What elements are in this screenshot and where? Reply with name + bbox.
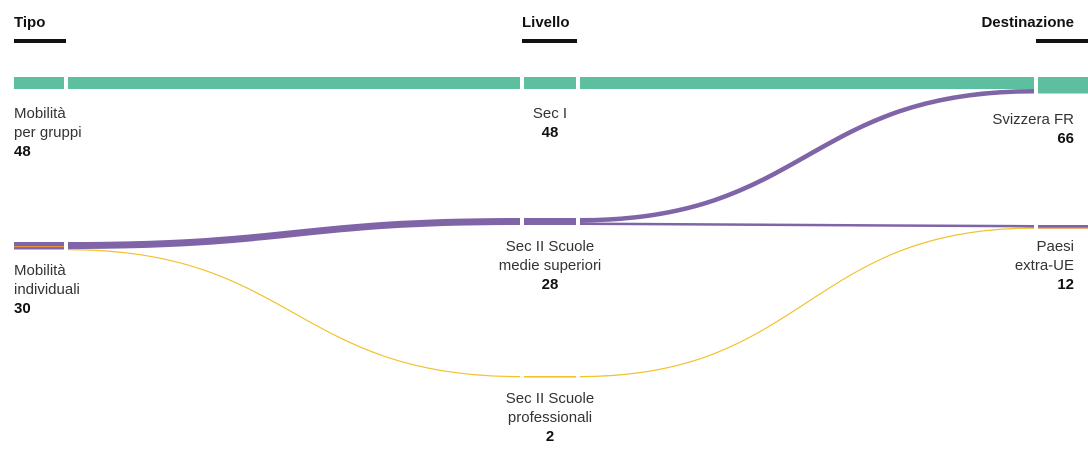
label-svizzera-fr: Svizzera FR 66 <box>854 110 1074 148</box>
node-value: 28 <box>541 276 559 293</box>
label-paesi-extra-ue: Paesi extra-UE 12 <box>854 237 1074 294</box>
header-livello: Livello <box>522 14 570 31</box>
header-tipo-rule <box>14 39 66 43</box>
label-sec-ii-professionali: Sec II Scuole professionali 2 <box>440 389 660 446</box>
header-livello-rule <box>522 39 577 43</box>
node-value: 12 <box>1057 276 1074 293</box>
link-secprof-extra <box>579 227 1035 378</box>
node-value: 30 <box>14 300 31 317</box>
node-value: 66 <box>1057 130 1074 147</box>
node-indiv <box>14 242 64 250</box>
node-extra <box>1038 225 1088 228</box>
node-value: 48 <box>541 124 559 141</box>
node-indiv-accent <box>14 246 64 248</box>
node-label-text: Mobilità per gruppi <box>14 105 82 141</box>
label-sec-i: Sec I 48 <box>440 104 660 142</box>
node-gruppi <box>14 77 64 89</box>
node-label-text: Svizzera FR <box>992 111 1074 128</box>
label-mobilita-per-gruppi: Mobilità per gruppi 48 <box>14 104 234 161</box>
label-sec-ii-medie-superiori: Sec II Scuole medie superiori 28 <box>440 237 660 294</box>
node-ch <box>1038 77 1088 94</box>
node-value: 2 <box>545 428 555 445</box>
link-secsup-extra <box>579 222 1035 228</box>
node-label-text: Mobilità individuali <box>14 262 80 298</box>
node-extra-accent <box>1038 227 1088 229</box>
link-indiv-secsup <box>67 218 521 249</box>
node-sec1 <box>524 77 576 89</box>
node-label-text: Sec I <box>532 105 568 122</box>
link-indiv-secprof <box>67 249 521 378</box>
label-mobilita-individuali: Mobilità individuali 30 <box>14 261 234 318</box>
node-secprof <box>524 376 576 378</box>
header-tipo: Tipo <box>14 14 46 31</box>
node-value: 48 <box>14 143 31 160</box>
node-label-text: Sec II Scuole professionali <box>505 390 595 426</box>
node-label-text: Paesi extra-UE <box>1014 238 1074 274</box>
link-secsup-ch <box>579 89 1035 223</box>
header-destinazione: Destinazione <box>981 14 1074 31</box>
node-label-text: Sec II Scuole medie superiori <box>498 238 602 274</box>
header-destinazione-rule <box>1036 39 1088 43</box>
node-secsup <box>524 218 576 225</box>
